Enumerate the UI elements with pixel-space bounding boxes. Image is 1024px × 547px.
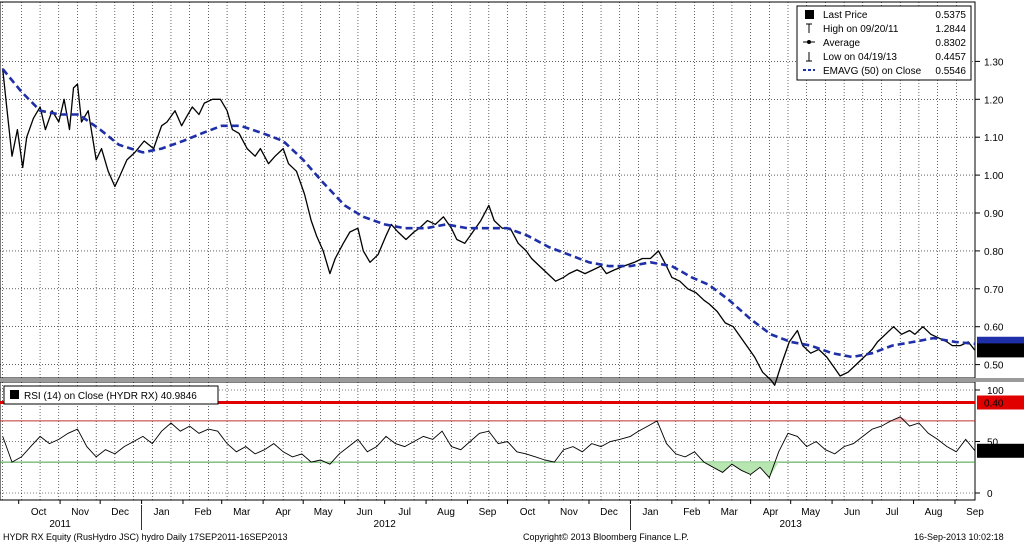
month-tick-label: Jul (398, 507, 411, 518)
legend-average-dot (807, 40, 811, 44)
month-tick-label: Sep (479, 507, 497, 518)
price-tick-label: 1.30 (984, 57, 1004, 68)
month-tick-label: Aug (925, 507, 943, 518)
month-tick-label: Dec (600, 507, 618, 518)
month-tick-label: Mar (233, 507, 251, 518)
month-tick-label: Apr (763, 507, 779, 518)
month-tick-label: Feb (194, 507, 212, 518)
month-tick-label: Oct (520, 507, 536, 518)
price-series-line (2, 68, 976, 386)
year-tick-label: 2013 (780, 519, 803, 530)
footer-security-description: HYDR RX Equity (RusHydro JSC) hydro Dail… (3, 532, 288, 542)
legend-entry-label: Average (823, 38, 861, 49)
month-tick-label: Jul (886, 507, 899, 518)
legend-last-price-marker (805, 10, 814, 19)
month-tick-label: Nov (71, 507, 89, 518)
legend-entry-value: 0.5375 (935, 10, 966, 21)
last-price-box (977, 343, 1024, 358)
panel-separator (0, 378, 1024, 382)
legend-entry-label: Last Price (823, 10, 868, 21)
rsi-series-line (2, 416, 976, 479)
price-tick-label: 0.90 (984, 209, 1004, 220)
month-tick-label: Oct (31, 507, 47, 518)
month-tick-label: Jan (642, 507, 658, 518)
price-tick-label: 1.00 (984, 171, 1004, 182)
legend-entry-label: High on 09/20/11 (823, 24, 899, 35)
price-tick-label: 0.50 (984, 361, 1004, 372)
last-price-label: 0.5375 (981, 346, 1012, 357)
month-tick-label: Aug (437, 507, 455, 518)
rsi-legend-frame (3, 385, 219, 405)
footer-timestamp: 16-Sep-2013 10:02:18 (914, 532, 1004, 542)
legend-high-marker (806, 23, 812, 33)
ema-series-line (1, 68, 976, 359)
month-tick-label: Dec (111, 507, 129, 518)
rsi-last-value-label: 40.9846 (979, 447, 1016, 458)
legend-entry-value: 0.4457 (935, 52, 966, 63)
rsi-last-value-box (977, 443, 1024, 458)
month-tick-label: Jun (844, 507, 860, 518)
rsi-legend-label: RSI (14) on Close (HYDR RX) 40.9846 (24, 391, 197, 402)
month-tick-label: Jan (154, 507, 170, 518)
month-tick-label: Mar (721, 507, 739, 518)
rsi-tick-label: 50 (987, 438, 999, 449)
price-tick-label: 0.60 (984, 323, 1004, 334)
month-tick-label: May (314, 507, 333, 518)
year-tick-label: 2011 (49, 519, 71, 530)
legend-frame (796, 5, 972, 81)
price-legend: Last Price 0.5375 High on 09/20/11 1.2844 Av… (796, 5, 972, 81)
legend-entry-value: 0.8302 (935, 38, 966, 49)
reference-value-box (977, 395, 1024, 410)
legend-entry-value: 1.2844 (935, 24, 966, 35)
month-tick-label: Apr (275, 507, 291, 518)
footer-copyright: Copyright© 2013 Bloomberg Finance L.P. (523, 532, 689, 542)
reference-value-label: 0.40 (984, 399, 1004, 410)
month-tick-label: May (801, 507, 820, 518)
month-tick-label: Nov (560, 507, 578, 518)
price-tick-label: 0.80 (984, 247, 1004, 258)
price-tick-label: 1.20 (984, 95, 1004, 106)
legend-entry-label: Low on 04/19/13 (823, 52, 897, 63)
legend-entry-value: 0.5546 (935, 66, 966, 77)
year-tick-label: 2012 (374, 519, 397, 530)
month-tick-label: Sep (966, 507, 984, 518)
rsi-tick-label: 100 (987, 386, 1004, 397)
price-tick-label: 0.70 (984, 285, 1004, 296)
price-tick-label: 1.10 (984, 133, 1004, 144)
rsi-legend-marker (10, 390, 19, 399)
legend-entry-label: EMAVG (50) on Close (823, 66, 922, 77)
legend-low-marker (806, 52, 812, 62)
month-tick-label: Feb (683, 507, 701, 518)
rsi-tick-label: 0 (987, 489, 993, 500)
month-tick-label: Jun (357, 507, 373, 518)
